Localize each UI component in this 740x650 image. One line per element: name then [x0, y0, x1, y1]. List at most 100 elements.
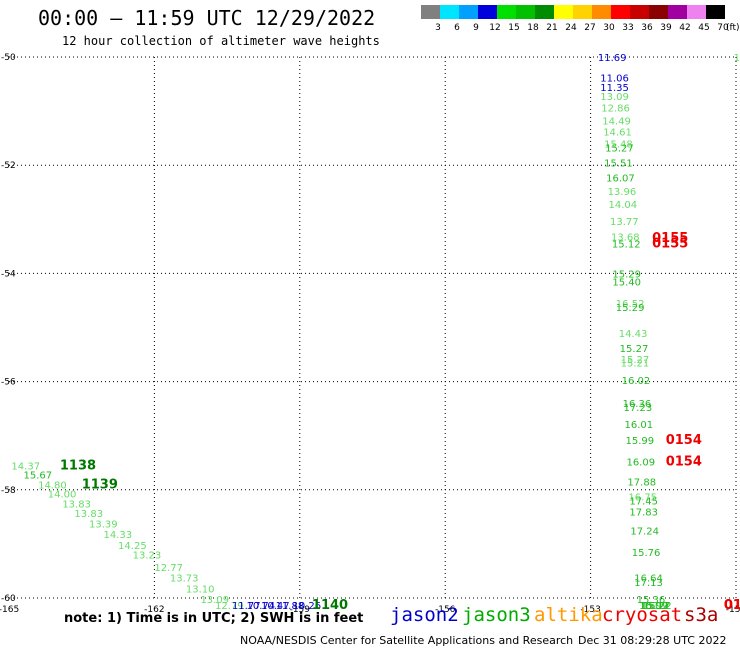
y-tick-label: -52	[1, 161, 16, 171]
wave-height-label: 16.09	[626, 458, 655, 469]
satellite-altika: altika	[534, 604, 603, 626]
wave-height-label: 16.52	[616, 299, 645, 310]
x-tick-label: -162	[144, 605, 164, 615]
wave-height-label: 15.29	[612, 269, 641, 280]
wave-height-label: 14.49	[602, 116, 631, 127]
wave-height-label: 15.67	[24, 471, 53, 482]
wave-height-label: 12.77	[154, 563, 183, 574]
legend-label-39: 39	[660, 23, 672, 33]
wave-height-label: 11.69	[598, 53, 627, 64]
wave-height-label: 13.	[734, 53, 740, 64]
y-tick-label: -58	[1, 486, 16, 496]
wave-height-label: 14.61	[603, 128, 632, 139]
wave-height-label: 17.45	[629, 497, 658, 508]
x-tick-label: -150	[726, 605, 740, 615]
wave-height-label: 14.80	[38, 480, 67, 491]
time-marker: 0154	[666, 433, 702, 448]
wave-height-label: 17.83	[629, 507, 658, 518]
x-tick-label: -165	[0, 605, 19, 615]
satellite-s3a: s3a	[684, 604, 719, 626]
wave-height-label: 13.09	[600, 92, 629, 103]
time-marker: 1140	[312, 598, 348, 613]
timestamp: Dec 31 08:29:28 UTC 2022	[578, 634, 727, 647]
y-tick-label: -54	[1, 269, 16, 279]
legend-label-30: 30	[603, 23, 615, 33]
wave-height-label: 11.35	[600, 83, 629, 94]
wave-height-label: 17.88	[627, 478, 656, 489]
legend-swatch-33	[611, 5, 630, 19]
legend-label-24: 24	[565, 23, 577, 33]
legend-label-18: 18	[527, 23, 539, 33]
legend-swatch-36	[630, 5, 649, 19]
wave-height-label: 12.79	[215, 601, 244, 612]
wave-height-label: 17.24	[630, 526, 659, 537]
observations: 11.6913.11.0611.3513.0912.8614.4914.6115…	[11, 53, 740, 613]
legend-label-9: 9	[473, 23, 479, 33]
time-marker: 015	[724, 598, 740, 613]
wave-height-label: 13.83	[62, 499, 91, 510]
wave-height-label: 13.68	[611, 233, 640, 244]
wave-height-label: 13.10	[186, 584, 215, 595]
wave-height-label: 10.74	[246, 601, 275, 612]
wave-height-label: 10.47	[261, 601, 290, 612]
wave-height-label: 12.86	[601, 103, 630, 114]
legend-label-21: 21	[546, 23, 557, 33]
wave-height-label: 16.09	[639, 601, 668, 612]
wave-height-label: 15.92	[640, 601, 669, 612]
credit-line: NOAA/NESDIS Center for Satellite Applica…	[240, 634, 574, 647]
time-marker: 015	[724, 598, 740, 613]
time-marker: 1139	[82, 477, 118, 492]
legend-swatch-12	[478, 5, 497, 19]
time-marker: 0155	[652, 237, 688, 252]
wave-height-label: 13.96	[608, 187, 637, 198]
time-marker: 0155	[652, 231, 688, 246]
legend-swatch-42	[668, 5, 687, 19]
wave-height-label: 17.13	[634, 578, 663, 589]
wave-height-label: 14.33	[104, 530, 133, 541]
legend-label-45: 45	[698, 23, 709, 33]
wave-height-label: 13.77	[610, 217, 639, 228]
wave-height-label: 16.01	[625, 420, 654, 431]
legend-swatch-6	[440, 5, 459, 19]
wave-height-label: 15.22	[643, 601, 672, 612]
legend-label-12: 12	[489, 23, 500, 33]
wave-height-label: 14.04	[609, 200, 638, 211]
legend-label-6: 6	[454, 23, 460, 33]
wave-height-label: 10.26	[293, 601, 322, 612]
x-tick-label: -153	[580, 605, 600, 615]
satellite-jason3: jason3	[462, 604, 531, 626]
y-tick-label: -50	[1, 53, 16, 63]
wave-height-label: 15.29	[616, 303, 645, 314]
wave-height-label: 16.36	[623, 399, 652, 410]
wave-height-label: 13.39	[89, 519, 118, 530]
wave-height-label: 14.37	[11, 461, 40, 472]
legend-label-42: 42	[679, 23, 690, 33]
wave-height-label: 17.23	[624, 403, 653, 414]
legend-swatch-30	[592, 5, 611, 19]
page-title: 00:00 – 11:59 UTC 12/29/2022	[38, 6, 376, 30]
wave-height-label: 16.07	[606, 174, 635, 185]
legend-label-70: 70	[717, 23, 729, 33]
legend-swatch-18	[516, 5, 535, 19]
wave-height-label: 11.06	[600, 74, 629, 85]
wave-height-label: 14.00	[48, 490, 77, 501]
y-tick-label: -60	[1, 594, 16, 604]
x-tick-label: -159	[290, 605, 311, 615]
legend-swatch-15	[497, 5, 516, 19]
wave-height-label: 15.99	[625, 436, 654, 447]
wave-height-label: 15.48	[604, 140, 633, 151]
color-legend: 3 6 9 12 15 18 21 24 27 30 33 36 39 42 45 70(ft)	[421, 5, 740, 33]
wave-height-label: 16.02	[622, 376, 651, 387]
time-marker: 1138	[60, 458, 96, 473]
wave-height-label: 15.21	[621, 359, 650, 370]
legend-label-36: 36	[641, 23, 653, 33]
wave-height-label: 14.43	[619, 329, 648, 340]
wave-height-label: 15.17	[641, 601, 670, 612]
wave-height-label: 11.77	[232, 601, 261, 612]
wave-height-label: 15.27	[605, 143, 634, 154]
legend-swatch-39	[649, 5, 668, 19]
legend-swatch-70	[706, 5, 725, 19]
wave-height-label: 14.25	[118, 541, 147, 552]
wave-height-label: 15.27	[620, 344, 649, 355]
